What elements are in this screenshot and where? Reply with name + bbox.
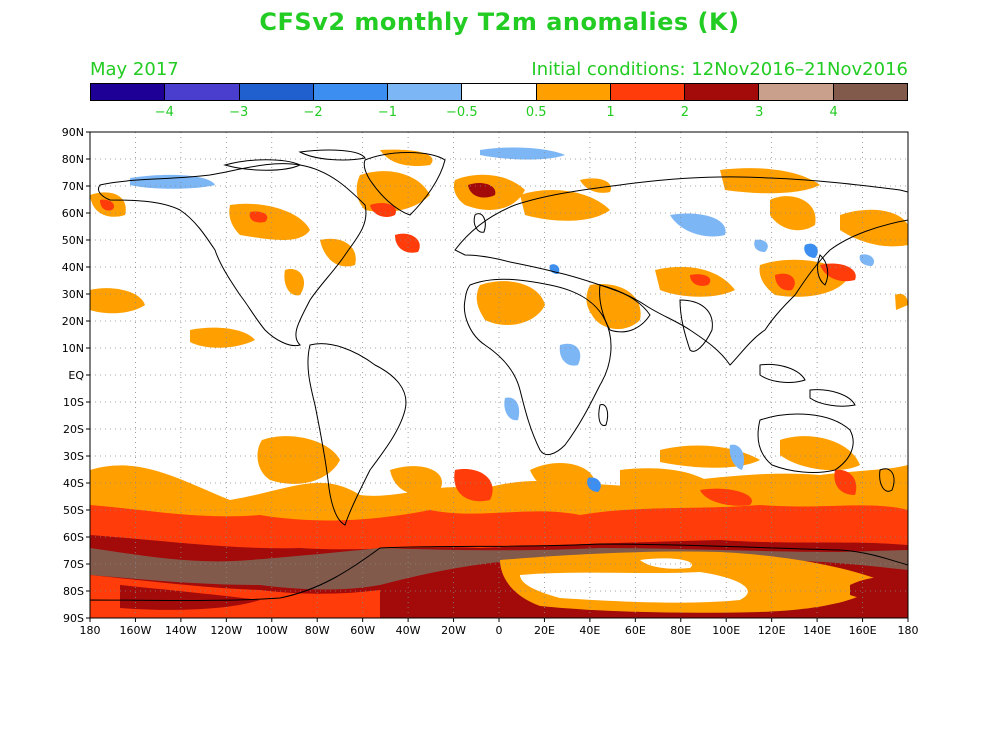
latitude-label: 90N (62, 126, 84, 139)
southern-anomaly-band (90, 465, 908, 618)
latitude-label: 90S (63, 612, 84, 625)
color-scale-swatch (388, 84, 463, 100)
color-scale-tick-label: −1 (377, 105, 398, 120)
coastlines (90, 149, 908, 618)
valid-month-label: May 2017 (90, 59, 179, 80)
longitude-label: 20E (534, 624, 555, 637)
longitude-label: 0 (496, 624, 503, 637)
latitude-label: 60S (63, 531, 84, 544)
latitude-labels: 90N 80N 70N 60N 50N 40N 30N 20N 10N EQ 10S 20S 30S 40… (62, 126, 85, 625)
latitude-label: 70N (62, 180, 84, 193)
longitude-label: 40W (396, 624, 421, 637)
color-scale-tick-label: 0.5 (525, 105, 547, 120)
longitude-label: 140E (803, 624, 831, 637)
longitude-label: 80W (305, 624, 330, 637)
color-scale-swatch (685, 84, 760, 100)
cool-anomalies (130, 147, 875, 492)
color-scale-tick-label: −4 (154, 105, 174, 120)
color-scale-swatch (536, 84, 611, 100)
latitude-label: 80S (63, 585, 84, 598)
longitude-label: 20W (441, 624, 466, 637)
axis-ticks (86, 131, 909, 622)
latitude-label: 60N (62, 207, 84, 220)
latitude-label: 30S (63, 450, 84, 463)
longitude-label: 180 (898, 624, 919, 637)
latitude-label: 40S (63, 477, 84, 490)
latitude-label: 10S (63, 396, 84, 409)
color-scale-tick-label: 3 (755, 105, 764, 120)
longitude-label: 140W (165, 624, 197, 637)
longitude-label: 120W (210, 624, 242, 637)
longitude-label: 100E (712, 624, 740, 637)
color-scale-tick-label: 2 (680, 105, 690, 120)
latitude-label: 20N (62, 315, 84, 328)
color-scale-swatch (91, 84, 166, 100)
color-scale-bar (90, 83, 908, 101)
longitude-label: 60E (625, 624, 646, 637)
color-scale-tick-label: −0.5 (446, 105, 478, 120)
longitude-label: 120E (758, 624, 786, 637)
latitude-label: 50N (62, 234, 84, 247)
latitude-label: 50S (63, 504, 84, 517)
longitude-label: 80E (670, 624, 691, 637)
color-scale-tick-label: 4 (829, 105, 838, 120)
latitude-label: EQ (68, 369, 84, 382)
longitude-label: 60W (350, 624, 375, 637)
longitude-labels: 180 160W 140W 120W 100W 80W 60W 40W 20W 0 20E 40E 60… (80, 624, 919, 637)
longitude-label: 160E (849, 624, 877, 637)
color-scale-swatch (833, 84, 907, 100)
northern-anomalies (90, 149, 908, 348)
color-scale-swatch (759, 84, 834, 100)
longitude-label: 160W (120, 624, 152, 637)
latitude-label: 40N (62, 261, 84, 274)
latitude-label: 70S (63, 558, 84, 571)
color-scale-swatch (610, 84, 686, 100)
color-scale-tick-label: −3 (229, 105, 249, 120)
latitude-label: 80N (62, 153, 84, 166)
graticule-gridlines (90, 132, 908, 618)
longitude-label: 40E (579, 624, 600, 637)
latitude-label: 30N (62, 288, 84, 301)
color-scale-tick-label: 1 (606, 105, 615, 120)
anomaly-fields (90, 147, 908, 618)
color-scale-swatch (239, 84, 314, 100)
latitude-label: 10N (62, 342, 84, 355)
color-scale-swatch (462, 84, 537, 100)
latitude-label: 20S (63, 423, 84, 436)
longitude-label: 100W (256, 624, 288, 637)
longitude-label: 180 (80, 624, 101, 637)
color-scale-swatch (165, 84, 240, 100)
color-scale-swatch (313, 84, 389, 100)
chart-title: CFSv2 monthly T2m anomalies (K) (259, 8, 740, 36)
initial-conditions-label: Initial conditions: 12Nov2016–21Nov2016 (531, 59, 908, 80)
color-scale-tick-label: −2 (303, 105, 323, 120)
